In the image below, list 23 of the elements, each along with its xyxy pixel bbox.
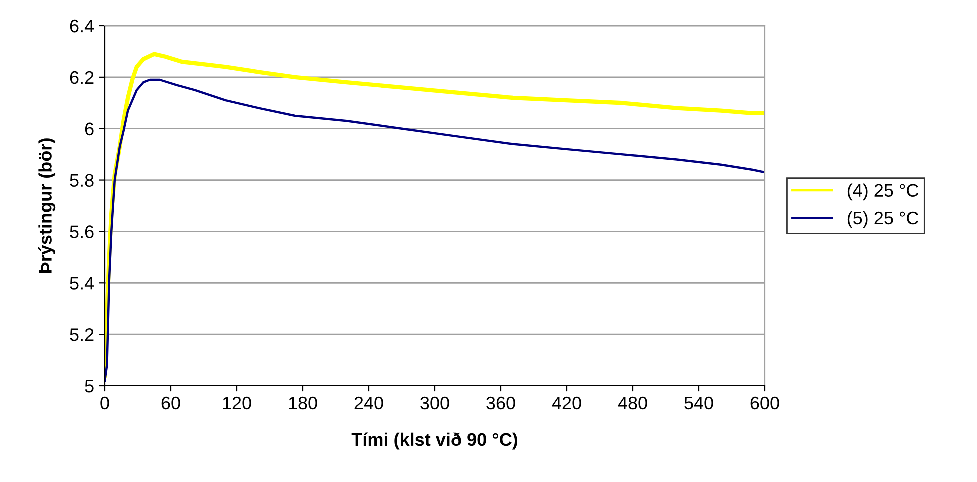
x-tick-label: 240 [354,396,384,410]
y-tick-label: 5.6 [70,226,94,238]
legend-label: (5) 25 °C [848,211,919,228]
y-tick-label: 6.2 [70,71,94,84]
x-tick-label: 480 [618,396,648,410]
x-axis-title: Tími (klst við 90 °C) [352,432,518,450]
x-tick-label: 180 [289,396,318,410]
y-axis-title: Þrýstingur (bör) [38,138,56,273]
y-tick-label: 5.2 [70,328,94,342]
x-tick-label: 540 [684,396,714,410]
x-tick-label: 300 [420,396,450,410]
y-tick-label: 5.8 [70,174,94,188]
x-tick-label: 360 [486,396,516,410]
y-tick-label: 6.4 [70,20,94,33]
x-tick-label: 120 [223,396,252,410]
y-tick-label: 5 [85,380,94,393]
y-tick-label: 5.4 [70,277,94,290]
y-tick-label: 6 [85,122,94,136]
x-tick-label: 60 [162,396,180,410]
x-tick-label: 600 [750,396,780,410]
legend-label: (4) 25 °C [848,184,919,201]
x-tick-label: 0 [100,396,110,410]
x-tick-label: 420 [552,396,582,410]
